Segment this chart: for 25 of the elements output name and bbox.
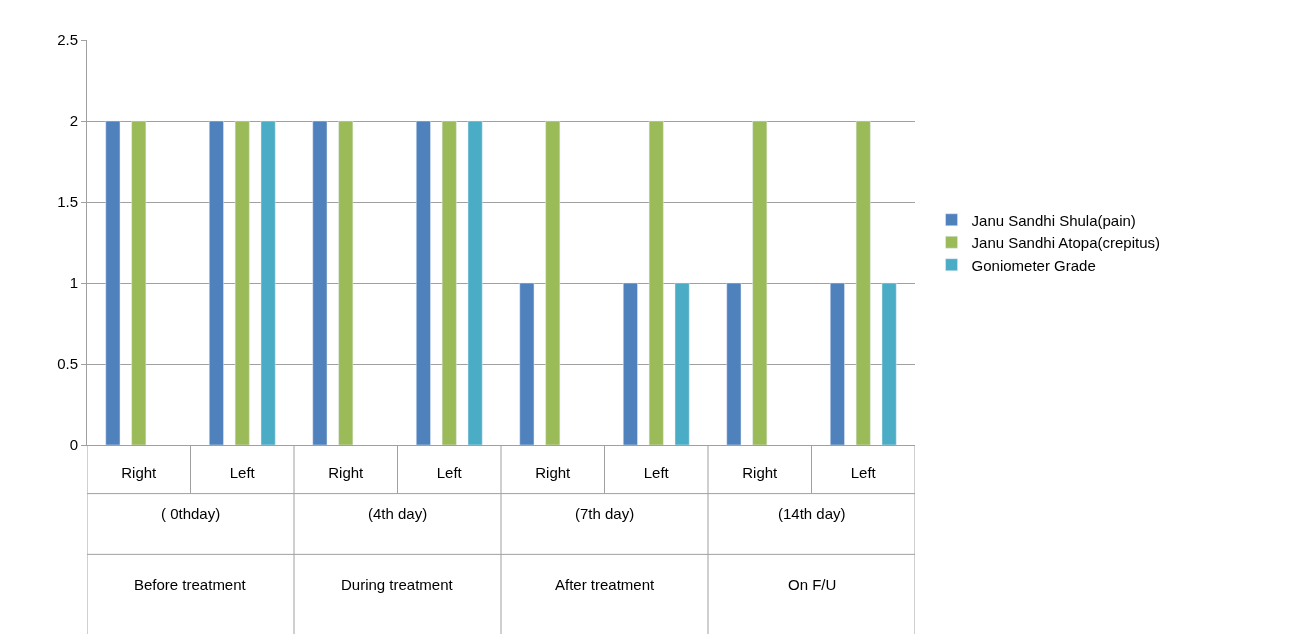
y-tick-label: 2 bbox=[69, 112, 78, 130]
x-tick-label: Right bbox=[535, 464, 572, 481]
text: On F/U bbox=[788, 576, 837, 593]
y-tick-label: 0.5 bbox=[57, 355, 78, 373]
legend-label: Janu Sandhi Shula(pain) bbox=[971, 211, 1136, 229]
text: (4th day) bbox=[368, 505, 428, 522]
legend-label: Janu Sandhi Atopa(crepitus) bbox=[971, 234, 1161, 252]
x-tick-label: Right bbox=[742, 464, 779, 481]
x-tick-label: Left bbox=[850, 464, 877, 481]
y-tick-label: 0 bbox=[69, 436, 78, 454]
text: ( 0thday) bbox=[161, 505, 221, 522]
text: Before treatment bbox=[134, 576, 247, 593]
x-tick-label: Left bbox=[229, 464, 256, 481]
y-tick-label: 1 bbox=[69, 274, 78, 292]
x-tick-label: Right bbox=[328, 464, 365, 481]
text: After treatment bbox=[555, 576, 656, 593]
text: (14th day) bbox=[778, 505, 846, 522]
x-tick-label: Left bbox=[436, 464, 463, 481]
legend-label: Goniometer Grade bbox=[971, 256, 1096, 274]
text: During treatment bbox=[341, 576, 454, 593]
y-tick-label: 2.5 bbox=[57, 31, 78, 49]
y-tick-label: 1.5 bbox=[57, 193, 78, 211]
text: (7th day) bbox=[575, 505, 635, 522]
x-tick-label: Left bbox=[643, 464, 670, 481]
x-tick-label: Right bbox=[121, 464, 158, 481]
